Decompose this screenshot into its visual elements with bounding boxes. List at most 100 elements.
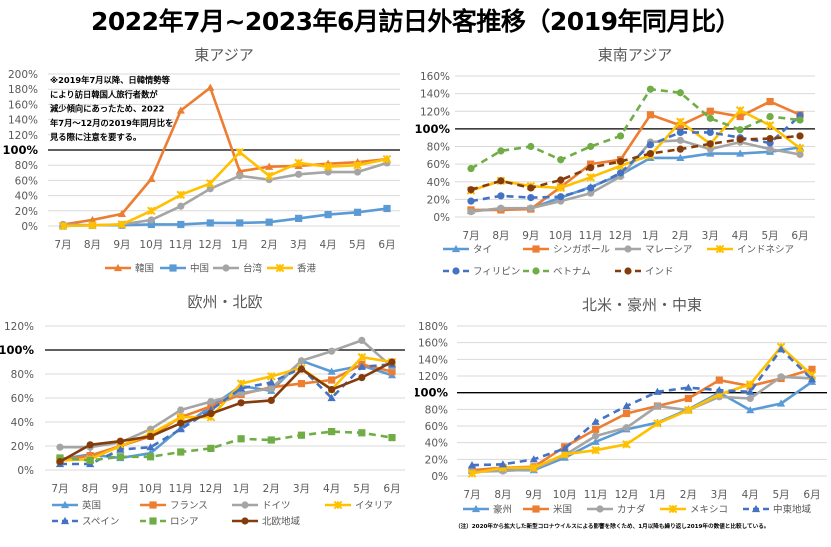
series-line: [471, 100, 801, 212]
data-point: [706, 140, 714, 148]
legend-label: 韓国: [135, 264, 154, 275]
data-point: [646, 149, 655, 158]
data-point: [736, 149, 745, 157]
data-point: [706, 149, 715, 157]
x-tick-label: 9月: [525, 489, 542, 501]
data-point: [622, 401, 631, 410]
data-point: [88, 215, 97, 224]
x-tick-label: 1月: [232, 483, 249, 495]
data-point: [796, 116, 804, 124]
y-tick-label: 80%: [15, 160, 38, 172]
legend-label: ベトナム: [553, 267, 591, 278]
data-point: [497, 147, 505, 155]
chart-americas-oceania-middle-east-svg: 北米・豪州・中東 0% 20% 40% 60% 80% 100% 120% 140% 160% 18…: [415, 296, 827, 516]
data-point: [622, 409, 631, 418]
series-line: [60, 339, 393, 449]
x-tick-label: 2月: [261, 239, 278, 251]
legend-label: イタリア: [355, 501, 393, 512]
x-tick-label: 6月: [803, 489, 820, 501]
chart-title: 東アジア: [194, 46, 253, 64]
legend-label: 香港: [297, 263, 317, 275]
data-point: [557, 193, 565, 201]
x-tick-label: 5月: [772, 489, 789, 501]
data-point: [560, 444, 569, 452]
x-tick-label: 11月: [579, 230, 603, 242]
data-point: [267, 384, 275, 392]
x-tick-label: 7月: [54, 239, 71, 251]
y-tick-label: 100%: [415, 122, 450, 136]
data-point: [591, 437, 600, 445]
data-point: [297, 380, 306, 388]
data-point: [235, 167, 244, 175]
data-point: [706, 114, 714, 122]
legend-label: 米国: [553, 504, 572, 516]
data-point: [237, 399, 245, 407]
annotation-line: により訪日韓国人旅行者数が: [50, 89, 158, 99]
data-point: [807, 375, 817, 383]
series-line: [470, 109, 801, 192]
legend-marker: [60, 500, 70, 509]
data-point: [353, 160, 362, 170]
y-tick-label: 0%: [21, 221, 38, 233]
legend-item: 韓国: [105, 264, 154, 275]
data-point: [323, 162, 333, 172]
data-point: [116, 453, 124, 461]
data-point: [676, 117, 685, 127]
legend-label: 英国: [82, 500, 101, 512]
legend-item: ベトナム: [523, 267, 591, 278]
x-tick-label: 9月: [113, 239, 130, 251]
x-tick-label: 9月: [112, 483, 129, 495]
data-point: [587, 189, 595, 197]
series-line: [60, 363, 393, 466]
data-point: [467, 164, 475, 173]
y-tick-label: 140%: [8, 115, 38, 127]
data-point: [294, 158, 303, 168]
data-point: [177, 220, 185, 229]
chart-title: 北米・豪州・中東: [582, 296, 702, 314]
y-tick-label: 180%: [418, 321, 448, 333]
legend-label: 北欧地域: [262, 516, 301, 528]
data-point: [529, 455, 538, 463]
y-tick-label: 120%: [4, 321, 34, 333]
data-point: [353, 208, 362, 216]
data-point: [207, 398, 215, 406]
series-ロシア: [56, 428, 396, 464]
data-point: [116, 437, 124, 445]
legend-marker: [149, 501, 157, 509]
chart-title: 東南アジア: [598, 46, 672, 64]
x-tick-label: 4月: [742, 489, 759, 501]
legend-marker: [532, 505, 540, 513]
legend-marker: [715, 244, 725, 254]
data-point: [527, 142, 535, 151]
data-point: [207, 410, 215, 418]
y-tick-label: 60%: [427, 159, 450, 171]
annotation-line: 見る際に注意を要する。: [49, 132, 141, 142]
series-中東地域: [467, 345, 817, 469]
x-tick-label: 12月: [198, 239, 222, 251]
data-point: [56, 458, 64, 466]
data-point: [653, 387, 662, 395]
data-point: [117, 220, 127, 229]
data-point: [295, 214, 303, 222]
series-line: [471, 375, 813, 474]
series-シンガポール: [467, 97, 804, 214]
series-メキシコ: [467, 342, 817, 478]
legend-label: ロシア: [170, 517, 199, 528]
data-point: [766, 112, 774, 121]
data-point: [177, 406, 185, 414]
data-point: [328, 347, 336, 355]
data-point: [527, 204, 535, 212]
x-tick-label: 7月: [463, 489, 480, 501]
data-point: [592, 425, 600, 433]
data-point: [297, 365, 306, 373]
legend-item: シンガポール: [523, 245, 611, 256]
data-point: [653, 419, 662, 428]
data-point: [147, 220, 155, 229]
legend-marker: [452, 267, 460, 275]
x-tick-label: 8月: [82, 483, 99, 495]
data-point: [467, 186, 475, 194]
data-point: [205, 179, 215, 188]
y-tick-label: 160%: [418, 338, 448, 350]
series-ベトナム: [467, 85, 804, 173]
legend-label: 中国: [190, 263, 209, 275]
